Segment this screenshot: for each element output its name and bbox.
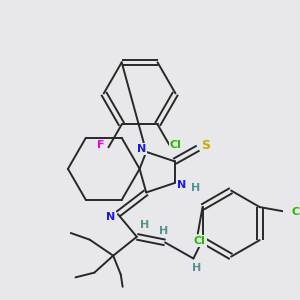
Text: H: H [192,263,201,273]
Text: H: H [140,220,149,230]
Text: F: F [97,140,105,150]
Text: Cl: Cl [169,140,181,150]
Text: N: N [178,180,187,190]
Text: H: H [191,183,200,193]
Text: Cl: Cl [194,236,206,246]
Text: H: H [159,226,168,236]
Text: N: N [106,212,115,222]
Text: Cl: Cl [292,207,300,217]
Text: S: S [201,139,210,152]
Text: N: N [137,144,146,154]
